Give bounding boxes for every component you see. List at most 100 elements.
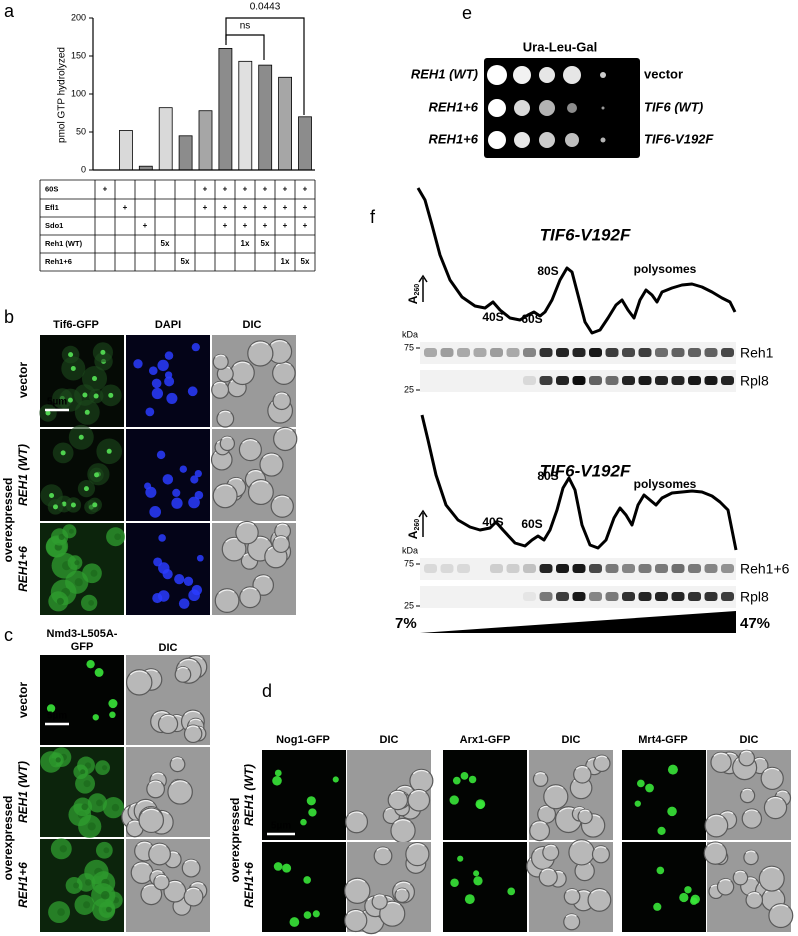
cell bbox=[259, 452, 284, 477]
spot bbox=[67, 397, 73, 403]
cell-highlight bbox=[171, 757, 183, 761]
spot bbox=[306, 796, 316, 806]
blot-band bbox=[622, 376, 635, 385]
spot bbox=[92, 502, 98, 508]
cell bbox=[140, 883, 163, 906]
table-cell: 5x bbox=[301, 257, 310, 266]
cell bbox=[704, 813, 729, 838]
micrograph bbox=[125, 655, 210, 745]
sucrose-gradient bbox=[420, 611, 736, 633]
cell bbox=[235, 520, 259, 545]
cell-highlight bbox=[153, 711, 169, 716]
cell bbox=[409, 768, 434, 793]
table-cell: + bbox=[223, 185, 228, 194]
nucleus bbox=[158, 562, 170, 574]
spot bbox=[473, 876, 483, 886]
cell-highlight bbox=[215, 354, 226, 358]
cell-highlight bbox=[221, 436, 232, 440]
micrograph bbox=[40, 424, 124, 521]
blot-band bbox=[523, 564, 536, 573]
nucleus bbox=[133, 359, 143, 369]
cell-highlight bbox=[745, 850, 756, 854]
cell-highlight bbox=[189, 718, 202, 723]
blot-band bbox=[539, 376, 553, 385]
spot bbox=[82, 392, 88, 398]
nucleus bbox=[158, 534, 166, 542]
cell-highlight bbox=[179, 658, 197, 664]
spot bbox=[468, 775, 477, 784]
blot-band bbox=[556, 376, 569, 385]
cell bbox=[270, 494, 294, 518]
blot-band bbox=[655, 564, 668, 573]
cell bbox=[230, 360, 255, 386]
cell-highlight bbox=[184, 710, 201, 716]
cell bbox=[573, 765, 592, 784]
spot bbox=[452, 776, 461, 785]
cell-highlight bbox=[772, 904, 789, 909]
cell bbox=[148, 842, 171, 866]
blot-band bbox=[457, 564, 470, 573]
strain-label: REH1+6 bbox=[429, 131, 479, 146]
scale-bar-label: 5µm bbox=[271, 821, 291, 832]
cell-highlight bbox=[191, 882, 204, 886]
nucleus bbox=[59, 845, 67, 853]
spot bbox=[46, 704, 56, 713]
cell bbox=[394, 887, 410, 903]
blot-band bbox=[655, 376, 668, 385]
marker-label: 25 bbox=[404, 600, 414, 610]
spot bbox=[679, 892, 689, 903]
micrograph bbox=[126, 523, 210, 615]
group-label: overexpressed bbox=[228, 798, 242, 883]
blot-band bbox=[704, 564, 718, 573]
absorbance-profile bbox=[416, 187, 737, 335]
table-cell: + bbox=[283, 221, 288, 230]
spot bbox=[667, 806, 677, 817]
table-cell: + bbox=[303, 185, 308, 194]
spot bbox=[289, 917, 300, 927]
cell-highlight bbox=[274, 495, 290, 501]
nucleus bbox=[183, 576, 194, 586]
cell-highlight bbox=[177, 666, 188, 671]
bar bbox=[218, 48, 233, 171]
y-axis-label: pmol GTP hydrolyzed bbox=[57, 47, 68, 143]
cell bbox=[390, 817, 416, 844]
bar bbox=[238, 60, 253, 171]
spot bbox=[449, 795, 459, 805]
blot-band bbox=[688, 564, 701, 573]
cell-highlight bbox=[396, 888, 407, 892]
cell bbox=[247, 479, 274, 506]
cell-highlight bbox=[213, 381, 226, 386]
cell-highlight bbox=[255, 575, 270, 580]
spot bbox=[667, 764, 678, 775]
row-label: REH1+6 bbox=[242, 862, 256, 908]
row-label: REH1+6 bbox=[16, 862, 30, 908]
bar bbox=[178, 135, 193, 171]
blot-band bbox=[638, 348, 652, 357]
blot-band bbox=[704, 376, 718, 385]
spot bbox=[106, 448, 112, 454]
cell bbox=[169, 756, 186, 773]
row-label: Reh1 (WT) bbox=[45, 239, 83, 248]
yeast-spot bbox=[601, 106, 605, 110]
nucleus bbox=[166, 392, 178, 404]
row-label: REH1 (WT) bbox=[16, 444, 30, 506]
blot-band bbox=[655, 348, 668, 357]
cell-highlight bbox=[397, 785, 412, 791]
table-cell: + bbox=[203, 185, 208, 194]
cell-highlight bbox=[408, 843, 425, 848]
nucleus bbox=[188, 496, 200, 509]
micrograph bbox=[622, 750, 706, 840]
cell bbox=[214, 588, 240, 613]
cell bbox=[183, 724, 203, 744]
blot-band bbox=[523, 592, 536, 601]
cell bbox=[405, 841, 430, 867]
table-cell: + bbox=[243, 203, 248, 212]
peak-label: 80S bbox=[537, 469, 558, 483]
image-bg bbox=[443, 750, 527, 840]
nucleus bbox=[191, 343, 200, 352]
blot-band bbox=[424, 348, 437, 357]
cell bbox=[138, 807, 165, 834]
gradient-start: 7% bbox=[395, 615, 417, 632]
spot bbox=[70, 365, 76, 371]
micrograph bbox=[622, 842, 706, 932]
